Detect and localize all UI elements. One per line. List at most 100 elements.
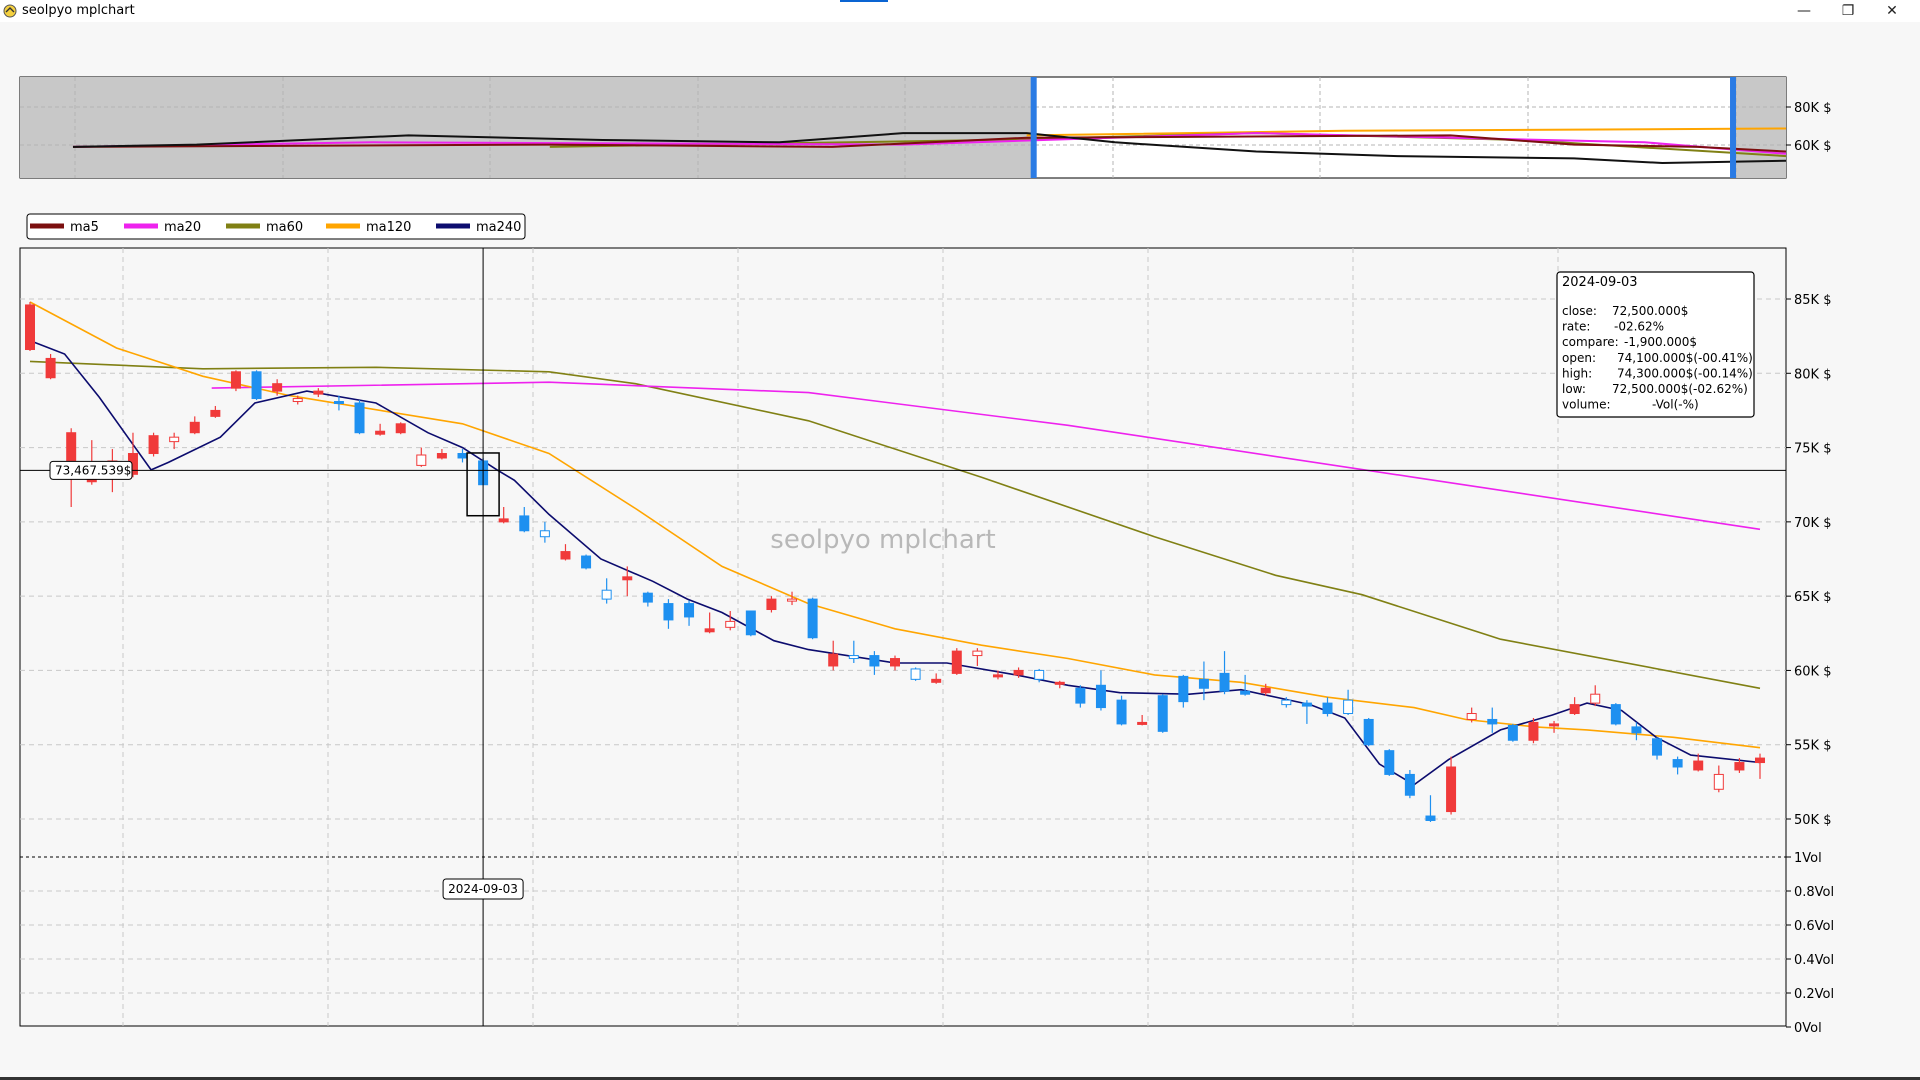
- price-tick: 65K $: [1794, 590, 1831, 605]
- candle-body: [1281, 699, 1292, 706]
- candle: [1343, 689, 1354, 715]
- slider-handle-right: [1730, 77, 1737, 178]
- candle-body: [1116, 699, 1127, 725]
- ma-line-ma60: [29, 360, 1761, 690]
- candle-body: [1425, 815, 1436, 821]
- candle: [642, 591, 653, 607]
- candle-body: [272, 383, 283, 392]
- maximize-button[interactable]: ❐: [1841, 3, 1855, 19]
- crosshair-price-text: 73,467.539$: [55, 463, 131, 477]
- overview-tick: 80K $: [1794, 101, 1831, 116]
- candle-body: [333, 401, 344, 405]
- bottom-border: [0, 1077, 1920, 1080]
- candle: [292, 395, 303, 405]
- crosshair-date-label: 2024-09-03: [442, 878, 524, 900]
- slider-handle-left: [1030, 77, 1037, 178]
- candle-body: [581, 555, 592, 569]
- candle-body: [1549, 723, 1560, 727]
- legend-label-ma60: ma60: [266, 220, 303, 235]
- ma-line-ma120: [29, 301, 1761, 749]
- candle: [910, 667, 921, 681]
- candle: [1713, 765, 1724, 793]
- candle: [622, 566, 633, 597]
- candle: [1446, 756, 1457, 815]
- candle: [1281, 697, 1292, 708]
- candle-body: [1713, 773, 1724, 790]
- candle-body: [828, 653, 839, 667]
- candle-body: [1528, 721, 1539, 741]
- candle: [1178, 674, 1189, 708]
- info-value: -Vol(-%): [1652, 398, 1699, 412]
- candle-body: [1507, 724, 1518, 741]
- candle: [1075, 685, 1086, 708]
- candle: [560, 544, 571, 561]
- candle: [1260, 683, 1271, 696]
- info-value: 74,300.000$(-00.14%): [1617, 366, 1753, 380]
- candle-body: [1075, 687, 1086, 704]
- candle-body: [498, 518, 509, 523]
- info-value: -1,900.000$: [1624, 335, 1697, 349]
- candle-body: [1610, 704, 1621, 725]
- title-accent: [840, 0, 888, 2]
- candle-body: [1652, 738, 1663, 756]
- candlestick-chart[interactable]: [19, 247, 1791, 1028]
- candle-body: [1343, 699, 1354, 715]
- candle-body: [1013, 669, 1024, 676]
- price-tick: 60K $: [1794, 664, 1831, 679]
- info-key: compare:: [1562, 335, 1619, 349]
- candle-body: [848, 655, 859, 660]
- candle-body: [1734, 762, 1745, 771]
- candle: [1466, 707, 1477, 723]
- candle: [1013, 667, 1024, 678]
- candle: [45, 353, 56, 380]
- candle: [807, 597, 818, 640]
- title-bar: seolpyo mplchart — ❐ ✕: [0, 0, 1920, 22]
- info-key: rate:: [1562, 320, 1590, 334]
- candle-body: [1404, 773, 1415, 796]
- candle-body: [1446, 766, 1457, 813]
- candle: [498, 507, 509, 524]
- price-tick: 55K $: [1794, 739, 1831, 754]
- info-key: open:: [1562, 351, 1596, 365]
- candle-body: [1240, 690, 1251, 695]
- candle-body: [560, 551, 571, 560]
- candle-body: [1137, 721, 1148, 725]
- volume-axis: 1Vol 0.8Vol 0.6Vol 0.4Vol 0.2Vol 0Vol: [1794, 851, 1834, 1036]
- candle-body: [787, 598, 798, 602]
- candle-body: [210, 409, 221, 417]
- candle-body: [395, 423, 406, 434]
- candle-body: [601, 589, 612, 600]
- main-frame: [19, 247, 1787, 1027]
- info-key: low:: [1562, 382, 1586, 396]
- candle: [725, 611, 736, 631]
- overview-slider[interactable]: [19, 76, 1791, 179]
- candle: [1507, 723, 1518, 742]
- window-title: seolpyo mplchart: [22, 3, 135, 18]
- candle-body: [1590, 693, 1601, 704]
- candle-body: [931, 678, 942, 683]
- legend-label-ma240: ma240: [476, 220, 521, 235]
- candle-body: [1755, 757, 1765, 764]
- candle-body: [251, 371, 262, 400]
- minimize-button[interactable]: —: [1797, 3, 1811, 19]
- price-tick: 70K $: [1794, 516, 1831, 531]
- candle: [972, 648, 983, 666]
- candle: [272, 379, 283, 396]
- candle-body: [725, 620, 736, 628]
- candle-body: [1693, 760, 1704, 771]
- candle: [1219, 651, 1230, 695]
- volume-tick: 1Vol: [1794, 851, 1822, 866]
- volume-tick: 0.8Vol: [1794, 885, 1834, 900]
- candle: [1528, 717, 1539, 744]
- candle: [1095, 670, 1106, 711]
- candle: [1672, 756, 1683, 775]
- price-tick: 85K $: [1794, 293, 1831, 308]
- candle-body: [1054, 681, 1065, 685]
- candle-body: [910, 668, 921, 680]
- candle-body: [704, 628, 715, 633]
- candle: [354, 400, 365, 435]
- price-tick: 50K $: [1794, 813, 1831, 828]
- candle: [1322, 697, 1333, 717]
- close-button[interactable]: ✕: [1886, 3, 1898, 19]
